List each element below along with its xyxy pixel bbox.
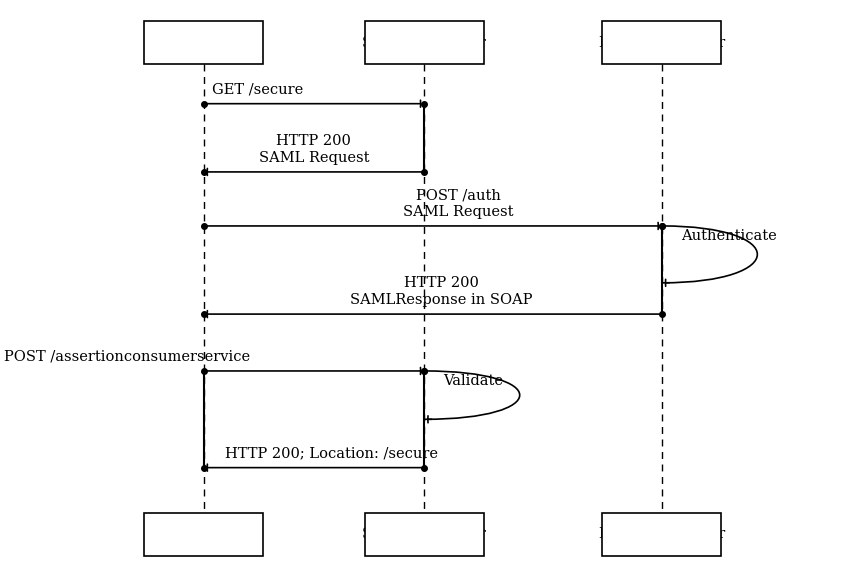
Text: User Agent: User Agent (161, 36, 246, 50)
Bar (602, 21, 722, 64)
Bar (365, 21, 483, 64)
Text: Validate: Validate (443, 374, 503, 388)
Text: Identity Provider: Identity Provider (599, 36, 725, 50)
Text: POST /auth
SAML Request: POST /auth SAML Request (403, 188, 513, 219)
Text: User Agent: User Agent (161, 527, 246, 541)
Bar (602, 513, 722, 556)
Bar (144, 513, 263, 556)
Text: Identity Provider: Identity Provider (599, 527, 725, 541)
Text: HTTP 200; Location: /secure: HTTP 200; Location: /secure (225, 446, 438, 460)
Bar (144, 21, 263, 64)
Text: POST /assertionconsumerservice: POST /assertionconsumerservice (4, 350, 250, 364)
Text: HTTP 200
SAML Request: HTTP 200 SAML Request (259, 134, 369, 164)
Text: Authenticate: Authenticate (681, 229, 776, 243)
Text: HTTP 200
SAMLResponse in SOAP: HTTP 200 SAMLResponse in SOAP (350, 276, 532, 307)
Text: Service Provider: Service Provider (363, 527, 486, 541)
Text: Service Provider: Service Provider (363, 36, 486, 50)
Text: GET /secure: GET /secure (212, 83, 303, 96)
Bar (365, 513, 483, 556)
